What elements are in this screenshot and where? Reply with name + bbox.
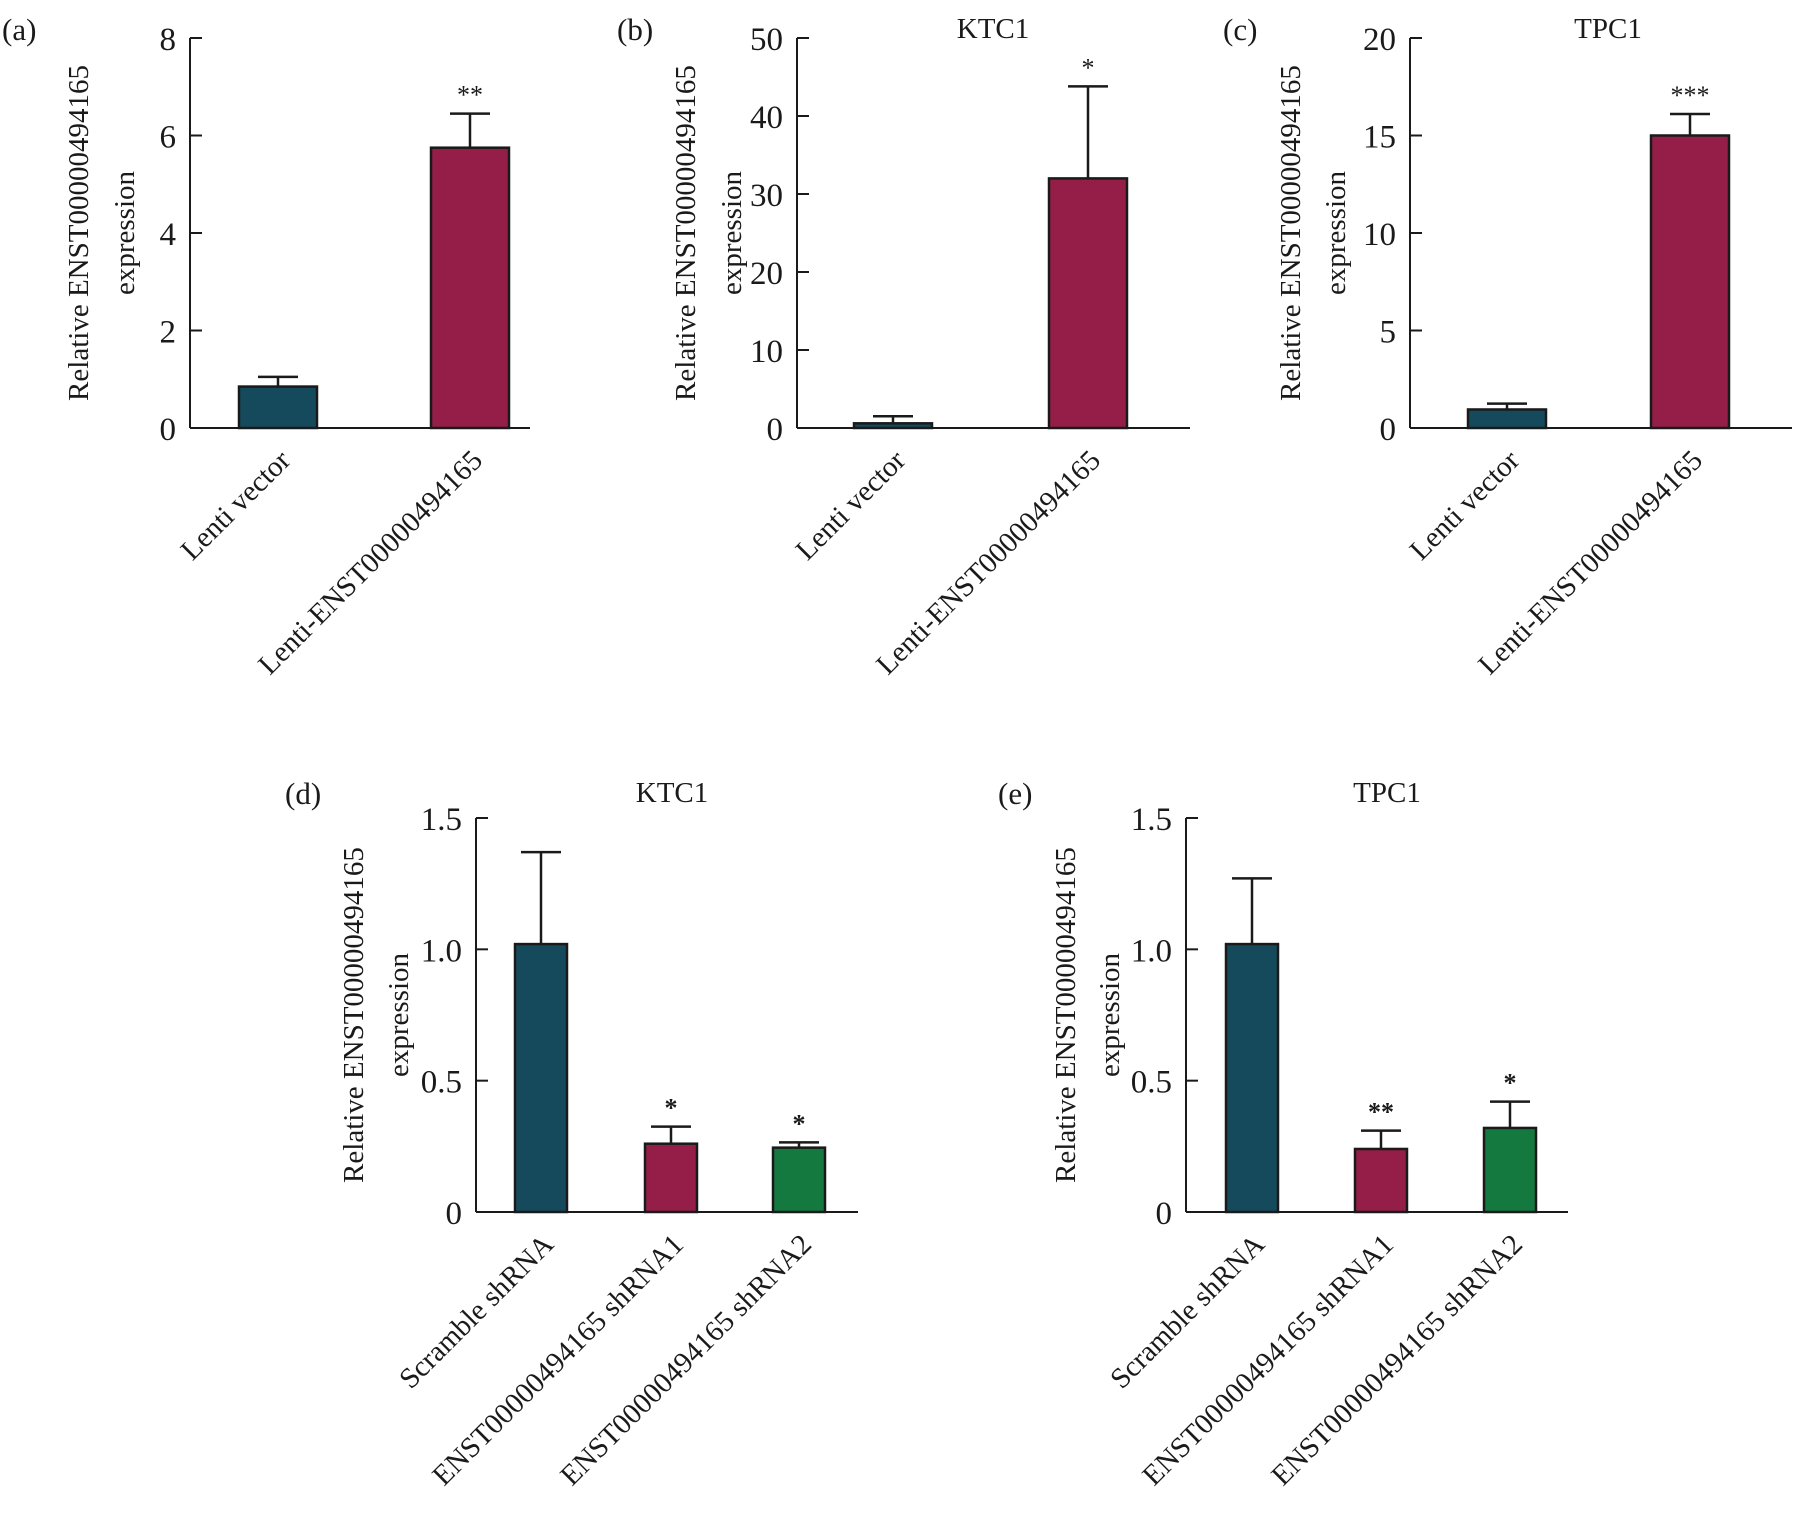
y-tick-label: 6	[160, 120, 177, 156]
y-axis-label: Relative ENST00000494165	[1050, 847, 1082, 1183]
y-tick-label: 1.5	[1131, 802, 1172, 838]
panel-letter: (b)	[617, 12, 653, 47]
x-category-label: Lenti vector	[175, 444, 298, 567]
panel-letter: (a)	[2, 12, 36, 47]
y-tick-label: 20	[750, 256, 783, 292]
bar	[852, 422, 934, 430]
y-axis-label: Relative ENST00000494165	[670, 65, 702, 401]
y-tick-label: 4	[160, 217, 177, 253]
significance-marker: *	[1504, 1069, 1517, 1098]
chart-panel-a: 0 2 4 6 8 Relative ENST00000494165 expression (…	[2, 12, 530, 681]
y-tick-label: 1.5	[421, 802, 462, 838]
bar	[1224, 942, 1280, 1214]
bar	[1482, 1126, 1538, 1214]
y-axis-label: Relative ENST00000494165	[338, 847, 370, 1183]
y-axis-label-line2: expression	[383, 952, 415, 1077]
y-tick-label: 10	[750, 334, 783, 370]
bar	[1649, 134, 1731, 430]
y-tick-label: 0	[767, 412, 784, 448]
chart-title: KTC1	[636, 777, 709, 809]
y-axis-label: Relative ENST00000494165	[63, 65, 95, 401]
y-axis-label-line2: expression	[109, 170, 141, 295]
y-tick-label: 1.0	[1131, 933, 1172, 969]
x-category-label: ENST00000494165 shRNA1	[426, 1228, 690, 1492]
panel-letter: (c)	[1223, 12, 1257, 47]
y-tick-label: 2	[160, 315, 177, 351]
y-tick-label: 50	[750, 22, 783, 58]
significance-marker: ***	[1671, 81, 1710, 110]
significance-marker: *	[793, 1109, 806, 1138]
y-tick-label: 0	[1156, 1196, 1173, 1232]
y-tick-label: 30	[750, 178, 783, 214]
x-category-label: Lenti vector	[790, 444, 913, 567]
y-tick-label: 5	[1380, 315, 1397, 351]
bar	[513, 942, 569, 1214]
panel-letter: (d)	[285, 776, 321, 811]
y-tick-label: 0.5	[421, 1065, 462, 1101]
chart-panel-e: 0 0.5 1.0 1.5 Relative ENST00000494165 expres…	[998, 776, 1568, 1492]
bar	[429, 146, 511, 430]
panel-letter: (e)	[998, 776, 1032, 811]
significance-marker: *	[665, 1094, 678, 1123]
chart-panel-d: 0 0.5 1.0 1.5 Relative ENST00000494165 expres…	[285, 776, 858, 1492]
x-category-label: ENST00000494165 shRNA2	[554, 1228, 818, 1492]
y-tick-label: 15	[1363, 120, 1396, 156]
chart-title: TPC1	[1353, 777, 1421, 809]
significance-marker: **	[1368, 1098, 1394, 1127]
y-axis-label-line2: expression	[1094, 952, 1126, 1077]
chart-panel-c: 0 5 10 15 20 Relative ENST00000494165 expressi…	[1223, 12, 1792, 681]
x-category-label: Lenti vector	[1404, 444, 1527, 567]
significance-marker: *	[1082, 53, 1095, 82]
bar	[1466, 408, 1548, 430]
x-category-label: ENST00000494165 shRNA1	[1136, 1228, 1400, 1492]
bar	[237, 385, 319, 430]
x-category-label: Lenti-ENST00000494165	[252, 444, 489, 681]
y-axis-label-line2: expression	[716, 170, 748, 295]
x-category-label: ENST00000494165 shRNA2	[1265, 1228, 1529, 1492]
chart-title: TPC1	[1574, 13, 1642, 45]
y-tick-label: 40	[750, 100, 783, 136]
y-tick-label: 0	[1380, 412, 1397, 448]
y-tick-label: 1.0	[421, 933, 462, 969]
y-tick-label: 20	[1363, 22, 1396, 58]
y-tick-label: 10	[1363, 217, 1396, 253]
bar	[1047, 177, 1129, 430]
y-tick-label: 0	[446, 1196, 463, 1232]
y-tick-label: 0	[160, 412, 177, 448]
y-axis-label-line2: expression	[1320, 170, 1352, 295]
y-tick-label: 8	[160, 22, 177, 58]
y-tick-label: 0.5	[1131, 1065, 1172, 1101]
chart-panel-b: 0 10 20 30 40 50 Relative ENST00000494165 expre…	[617, 12, 1190, 681]
y-axis-label: Relative ENST00000494165	[1275, 65, 1307, 401]
chart-title: KTC1	[957, 13, 1030, 45]
bar	[1353, 1147, 1409, 1214]
bar	[771, 1146, 827, 1214]
significance-marker: **	[457, 81, 483, 110]
bar	[643, 1142, 699, 1214]
x-category-label: Lenti-ENST00000494165	[870, 444, 1107, 681]
